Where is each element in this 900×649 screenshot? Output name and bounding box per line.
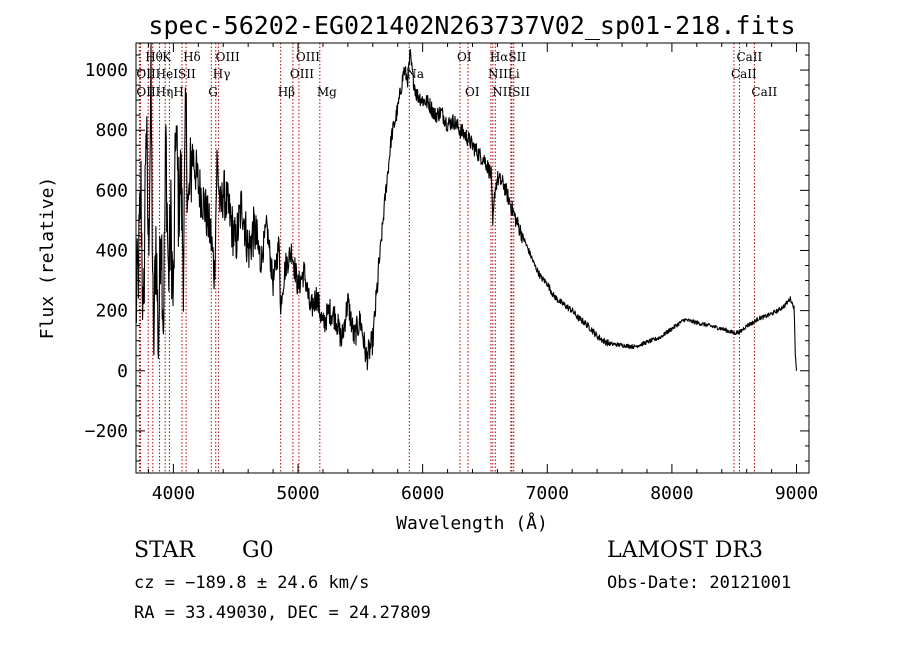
spectral-line-labels: Hθ K Hδ OIII OIII OI HαSII CaII OIIHeISII Hγ OIII N… [136,50,777,99]
x-tick-label: 8000 [650,483,693,504]
spectral-line-label: Na [406,67,424,81]
y-tick-label: 800 [95,120,128,141]
y-tick-label: 400 [95,240,128,261]
redshift-velocity: cz = −189.8 ± 24.6 km/s [134,573,370,593]
spectral-line-label: G [208,85,218,99]
y-tick-label: 600 [95,180,128,201]
chart-title: spec-56202-EG021402N263737V02_sp01-218.f… [148,11,795,40]
spectral-line-label: Hγ [213,67,231,81]
spectral-line-label: OIII [216,50,240,64]
y-axis: −200 0 200 400 600 800 1000 [85,54,809,462]
spectral-line-label: CaII [731,67,757,81]
spectral-line-label: HαSII [490,50,527,64]
spectral-line-label: OIII [296,50,320,64]
spectral-line-label: Mg [317,85,337,99]
spectral-line-label: Li [508,67,520,81]
x-tick-label: 6000 [401,483,444,504]
x-tick-label: 9000 [775,483,818,504]
spectral-line-label: OIII [290,67,314,81]
survey-name: LAMOST DR3 [607,538,763,563]
x-tick-label: 7000 [526,483,569,504]
spectral-line-label: OI [457,50,472,64]
spectral-line-label: NII [488,67,508,81]
y-tick-label: 1000 [85,60,128,81]
series-layer [135,42,798,371]
x-axis-label: Wavelength (Å) [396,512,548,534]
spectral-line-markers [138,43,755,473]
object-class: STAR [134,538,195,563]
observation-date: Obs-Date: 20121001 [607,573,792,593]
spectrum-series [135,42,798,371]
spectral-line-label: NIISII [492,85,530,99]
x-tick-label: 4000 [152,483,195,504]
spectral-line-label: OIIHeISII [136,67,196,81]
spectral-line-label: Hθ [145,50,163,64]
spectral-line-label: OIIHηH [136,85,183,99]
y-axis-label: Flux (relative) [37,177,58,340]
spectral-line-label: Hδ [183,50,201,64]
y-tick-label: 0 [117,361,128,382]
spectral-line-label: CaII [736,50,762,64]
y-tick-label: −200 [85,421,128,442]
x-tick-label: 5000 [276,483,319,504]
spectral-line-label: Hβ [278,85,295,99]
spectral-line-label: CaII [751,85,777,99]
x-axis: 4000 5000 6000 7000 8000 9000 [147,43,818,504]
object-subclass: G0 [242,538,274,563]
coordinates: RA = 33.49030, DEC = 24.27809 [134,603,431,623]
y-tick-label: 200 [95,301,128,322]
spectral-line-label: K [162,50,172,64]
spectral-line-label: OI [465,85,480,99]
